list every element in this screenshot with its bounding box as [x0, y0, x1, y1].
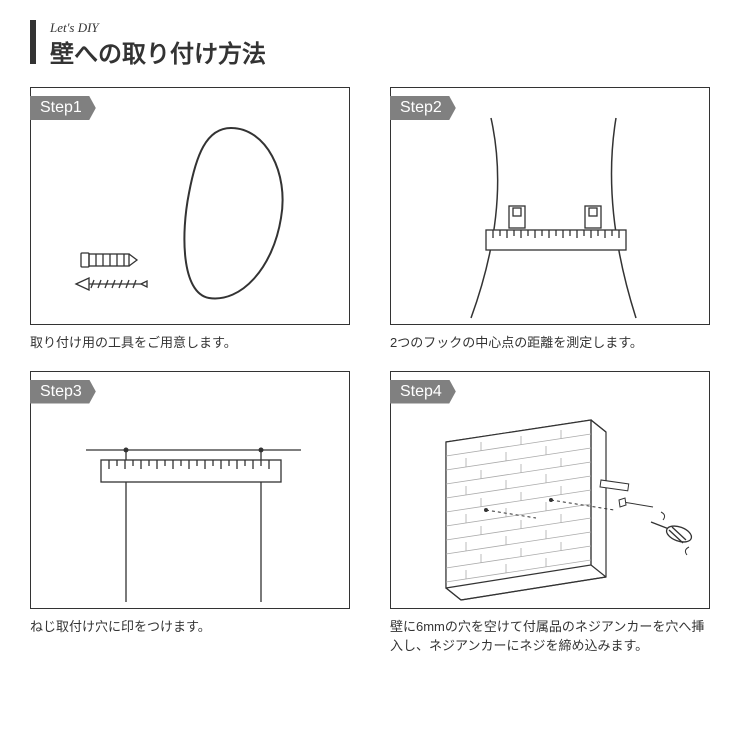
step2-caption: 2つのフックの中心点の距離を測定します。: [390, 333, 710, 353]
step1-caption: 取り付け用の工具をご用意します。: [30, 333, 350, 353]
header-accent-bar: [30, 20, 36, 64]
step4-badge: Step4: [390, 380, 456, 404]
step4-illustration: [391, 372, 711, 610]
step4-caption: 壁に6mmの穴を空けて付属品のネジアンカーを穴へ挿入し、ネジアンカーにネジを締め…: [390, 617, 710, 656]
step2-badge: Step2: [390, 96, 456, 120]
step4-panel: Step4: [390, 371, 710, 656]
step3-box: Step3: [30, 371, 350, 609]
step1-box: Step1: [30, 87, 350, 325]
step3-illustration: [31, 372, 351, 610]
step3-panel: Step3: [30, 371, 350, 656]
step1-panel: Step1: [30, 87, 350, 353]
step2-panel: Step2: [390, 87, 710, 353]
step2-box: Step2: [390, 87, 710, 325]
header-text: Let's DIY 壁への取り付け方法: [50, 20, 266, 69]
header-title: 壁への取り付け方法: [50, 34, 266, 69]
step3-badge: Step3: [30, 380, 96, 404]
steps-grid: Step1: [30, 87, 720, 656]
header: Let's DIY 壁への取り付け方法: [30, 20, 720, 69]
step1-illustration: [31, 88, 351, 326]
step1-badge: Step1: [30, 96, 96, 120]
step2-illustration: [391, 88, 711, 326]
step4-box: Step4: [390, 371, 710, 609]
step3-caption: ねじ取付け穴に印をつけます。: [30, 617, 350, 637]
